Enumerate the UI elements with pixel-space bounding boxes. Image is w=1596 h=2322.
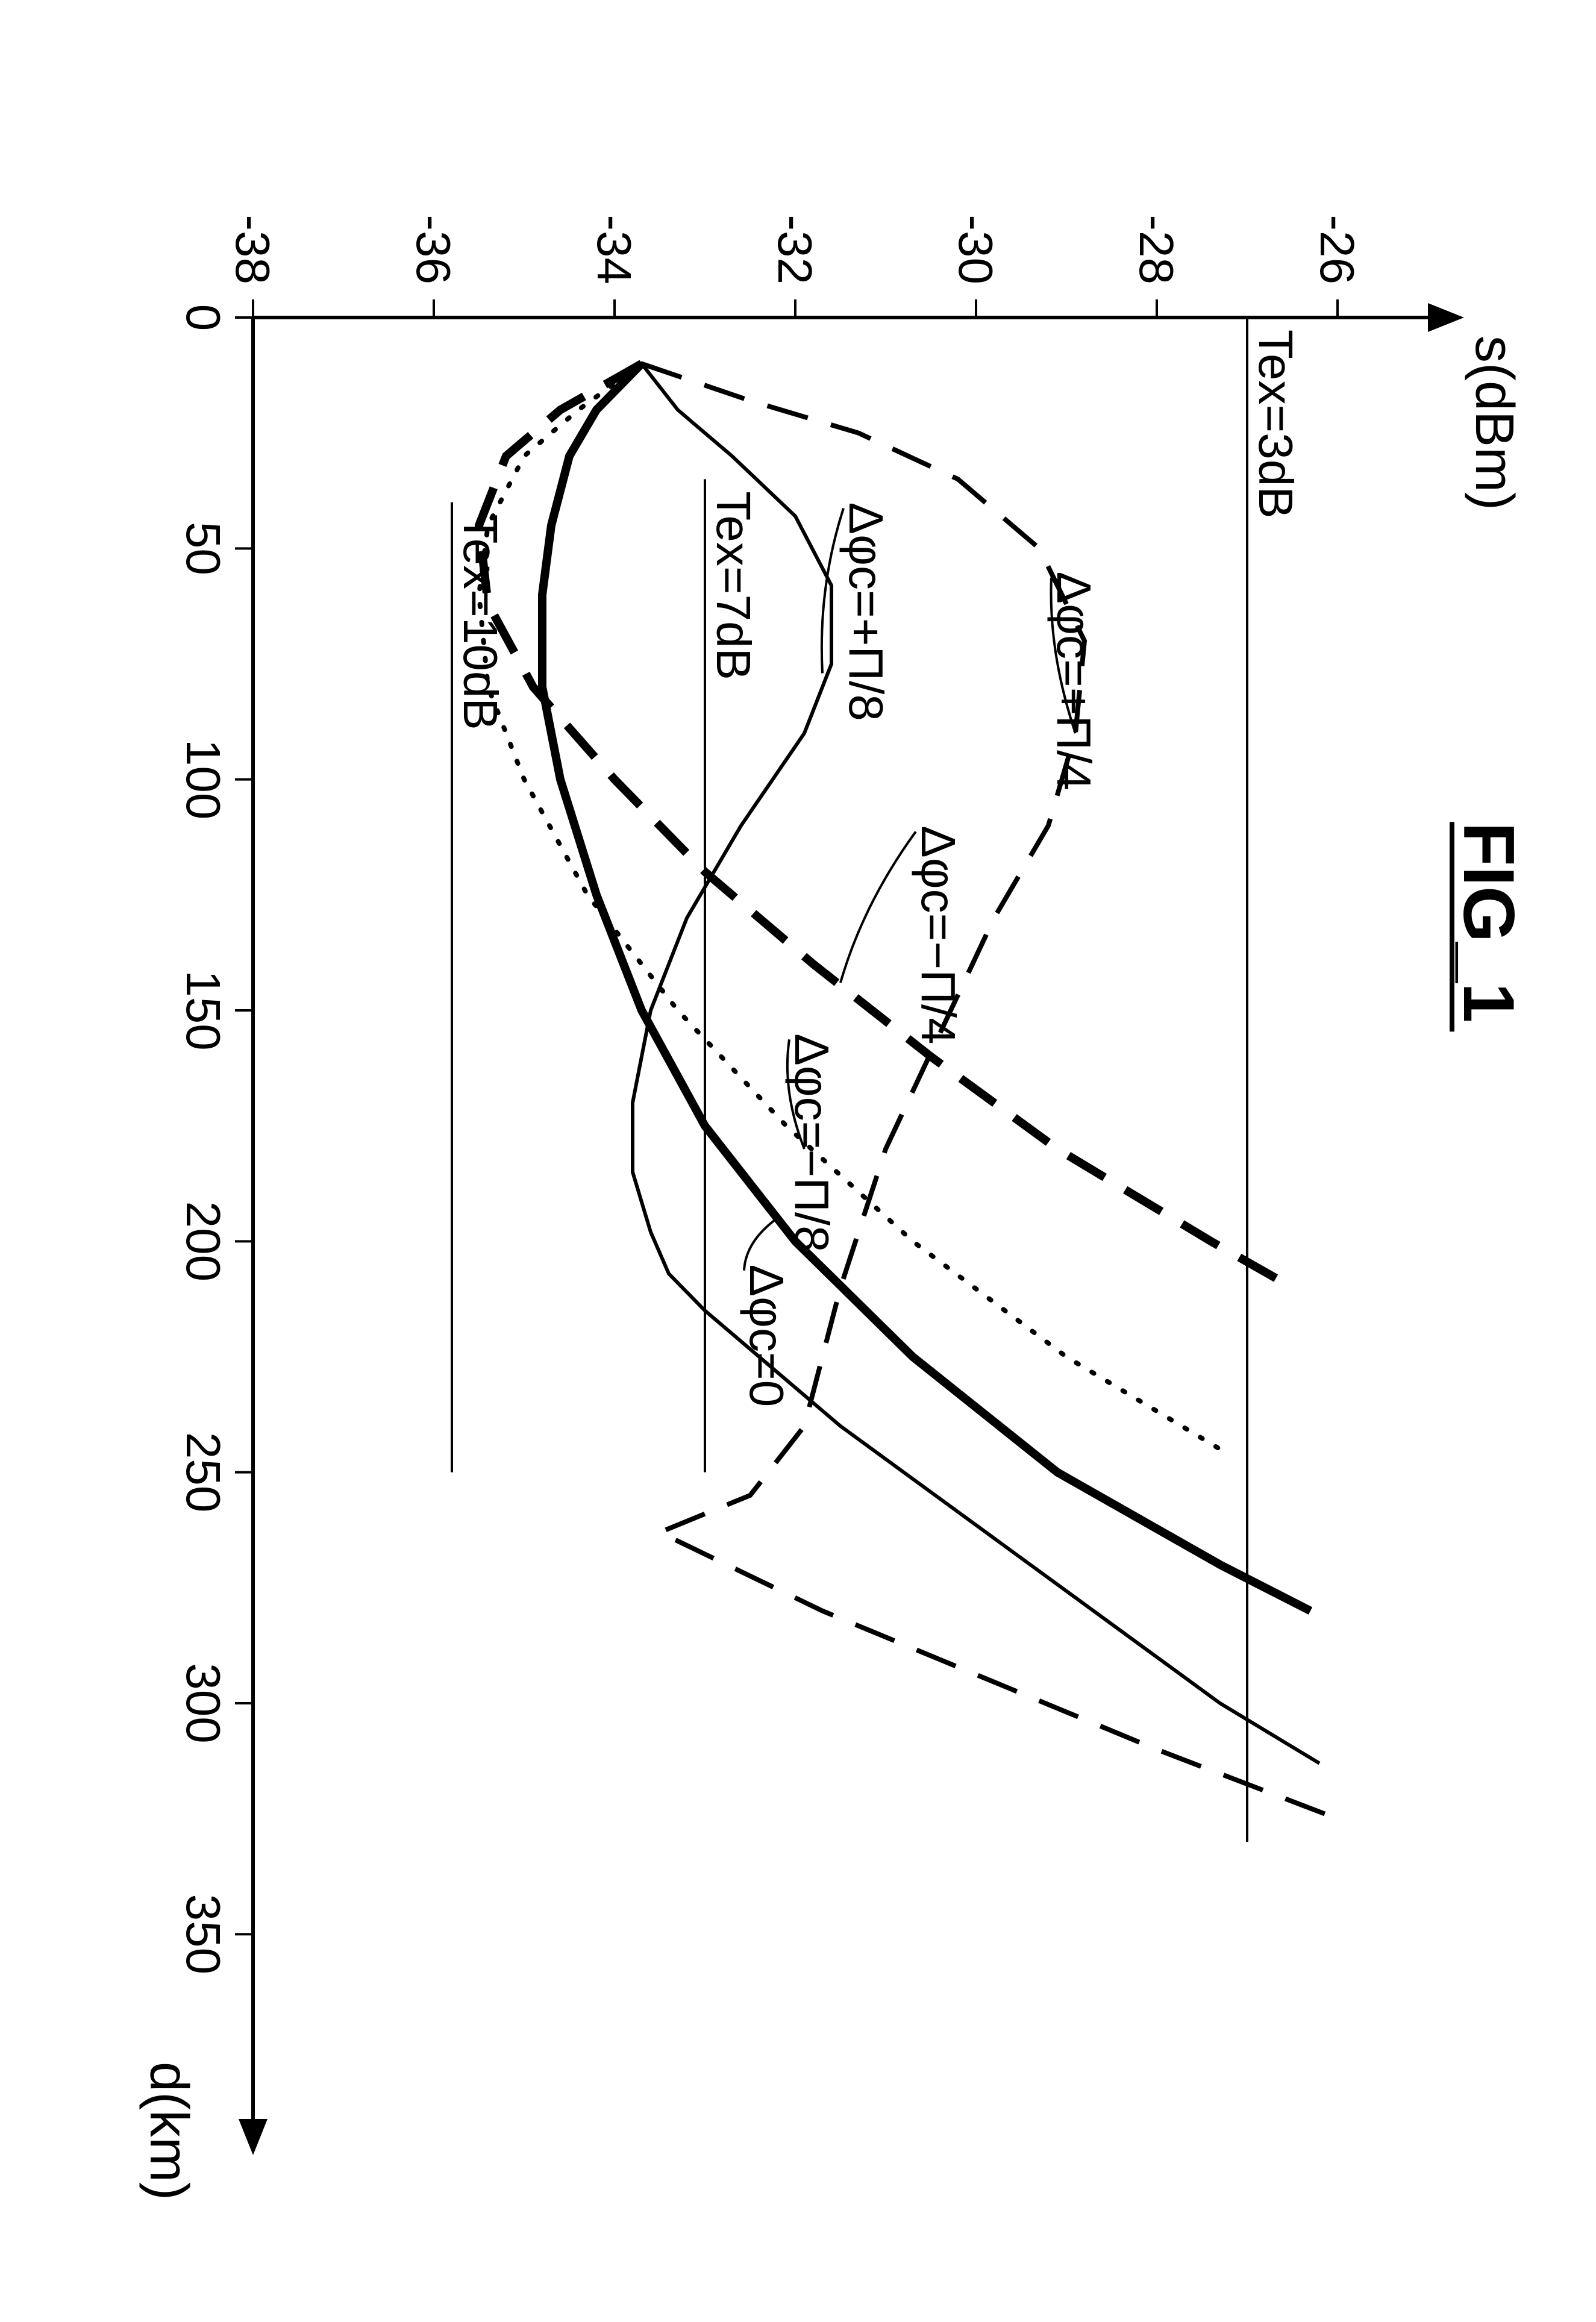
y-tick-label: -38 xyxy=(226,214,280,284)
y-tick-label: -28 xyxy=(1130,214,1183,284)
curve-label: Δφᴄ=0 xyxy=(740,1265,793,1407)
curves xyxy=(479,364,1338,1819)
curve-label: Δφᴄ=−Π/8 xyxy=(785,1033,839,1252)
figure-container: 0 50 100 150 200 250 300 350 -26 -28 -30 -32 -34 -36 -… xyxy=(60,107,1536,2215)
curve-labels: Δφᴄ=+Π/4 Δφᴄ=+Π/8 Δφᴄ=0 Δφᴄ=−Π/8 Δφᴄ=−Π/4 xyxy=(740,502,1101,1407)
x-tick-label: 100 xyxy=(177,739,230,819)
y-tick-label: -32 xyxy=(768,214,822,284)
x-tick-label: 200 xyxy=(177,1201,230,1281)
x-tick-label: 0 xyxy=(177,304,230,331)
x-tick-label: 50 xyxy=(177,522,230,575)
y-tick-label: -36 xyxy=(407,214,460,284)
y-tick-label: -34 xyxy=(587,214,641,284)
y-axis-label: s(dBm) xyxy=(1464,336,1524,510)
leader-line xyxy=(840,831,916,983)
x-tick-label: 300 xyxy=(177,1663,230,1743)
curve-label: Δφᴄ=+Π/4 xyxy=(1047,572,1101,790)
figure-title-group: FIG_1 xyxy=(1448,822,1529,1031)
x-axis-label: d(km) xyxy=(139,2062,199,2200)
x-tick-label: 250 xyxy=(177,1432,230,1512)
reference-label: Tex=7dB xyxy=(707,491,760,680)
x-tick-label: 150 xyxy=(177,970,230,1050)
figure-title: FIG_1 xyxy=(1448,822,1529,1022)
page: 0 50 100 150 200 250 300 350 -26 -28 -30 -32 -34 -36 -… xyxy=(0,0,1596,2322)
reference-label: Tex=3dB xyxy=(1249,330,1303,519)
leader-line xyxy=(744,1218,777,1271)
curve-label: Δφᴄ=+Π/8 xyxy=(839,502,893,721)
curve-label: Δφᴄ=−Π/4 xyxy=(912,825,965,1044)
x-tick-label: 350 xyxy=(177,1894,230,1974)
chart-svg: 0 50 100 150 200 250 300 350 -26 -28 -30 -32 -34 -36 -… xyxy=(60,107,1536,2215)
y-tick-label: -30 xyxy=(949,214,1003,284)
y-tick-label: -26 xyxy=(1310,214,1364,284)
